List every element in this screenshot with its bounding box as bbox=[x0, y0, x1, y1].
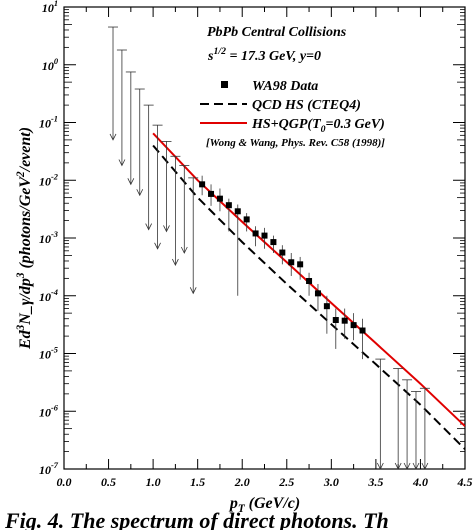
upper-limit-arrow bbox=[145, 223, 153, 231]
data-point bbox=[252, 230, 259, 237]
data-point bbox=[234, 208, 241, 215]
upper-limit-arrow bbox=[136, 189, 144, 197]
upper-limit-arrow bbox=[403, 462, 411, 470]
data-point bbox=[225, 202, 232, 209]
data-point bbox=[199, 181, 206, 188]
upper-limit-arrow bbox=[412, 462, 420, 470]
data-point bbox=[306, 278, 313, 285]
legend: WA98 Data QCD HS (CTEQ4) HS+QGP(T0​=0.3 … bbox=[200, 79, 385, 135]
x-tick-label: 0.5 bbox=[101, 475, 116, 489]
y-tick-label: 10-6​ bbox=[39, 403, 59, 419]
upper-limit-arrow bbox=[180, 246, 188, 254]
figure-caption: Fig. 4. The spectrum of direct photons. … bbox=[4, 508, 389, 530]
data-point bbox=[323, 303, 330, 310]
data-point bbox=[279, 249, 286, 256]
x-tick-label: 2.5 bbox=[278, 475, 294, 489]
upper-limit-arrow bbox=[421, 462, 429, 470]
data-point bbox=[270, 239, 277, 246]
data-point bbox=[243, 216, 250, 223]
series-layer bbox=[108, 26, 465, 470]
upper-limit-arrow bbox=[376, 462, 384, 470]
y-tick-label: 10-3​ bbox=[39, 230, 58, 246]
upper-limit-arrow bbox=[127, 178, 135, 186]
chart-title: PbPb Central Collisions bbox=[207, 25, 347, 40]
legend-label-wa98: WA98 Data bbox=[252, 79, 318, 94]
chart-subtitle: s1/2​ = 17.3 GeV, y=0 bbox=[207, 46, 321, 64]
data-point bbox=[341, 317, 348, 324]
data-point bbox=[314, 290, 321, 297]
y-tick-label: 10-4​ bbox=[39, 288, 58, 304]
legend-label-qcd: QCD HS (CTEQ4) bbox=[252, 98, 361, 113]
data-point bbox=[288, 259, 295, 266]
x-tick-label: 0.0 bbox=[57, 475, 72, 489]
y-tick-label: 10-5​ bbox=[39, 346, 58, 362]
y-axis: 10-7​ 10-6​ 10-5​ 10-4​ 10-3​ 10-2​ 10-1​ 100​ 1… bbox=[39, 0, 465, 477]
data-point bbox=[208, 190, 215, 197]
y-tick-label: 101​ bbox=[42, 0, 58, 15]
data-point bbox=[216, 195, 223, 202]
upper-limit-arrow bbox=[172, 258, 179, 266]
upper-limit-arrow bbox=[154, 242, 161, 250]
upper-limit-arrow bbox=[118, 159, 126, 167]
reference-label: [Wong & Wang, Phys. Rev. C58 (1998)] bbox=[206, 137, 385, 149]
x-tick-label: 2.0 bbox=[234, 475, 250, 489]
x-tick-label: 3.0 bbox=[323, 475, 339, 489]
upper-limit-arrow bbox=[394, 462, 402, 470]
y-axis-title: Ed3​N_γ/dp3​ (photons/GeV2​/event) bbox=[15, 127, 34, 350]
x-tick-label: 1.0 bbox=[146, 475, 161, 489]
x-axis: 0.0 0.5 1.0 1.5 2.0 2.5 3.0 3.5 4.0 4.5 bbox=[57, 7, 473, 489]
x-tick-label: 3.5 bbox=[367, 475, 383, 489]
data-point bbox=[359, 327, 366, 334]
legend-label-hsqgp: HS+QGP(T0​=0.3 GeV) bbox=[251, 117, 385, 135]
y-tick-label: 10-2​ bbox=[39, 172, 58, 188]
upper-limit-arrow bbox=[109, 133, 117, 141]
x-tick-label: 4.5 bbox=[457, 475, 473, 489]
legend-marker-wa98 bbox=[221, 81, 228, 88]
data-point bbox=[261, 232, 268, 239]
upper-limit-arrow bbox=[189, 287, 197, 295]
y-tick-label: 100​ bbox=[42, 57, 59, 73]
x-tick-label: 4.0 bbox=[412, 475, 428, 489]
y-tick-label: 10-1​ bbox=[39, 115, 58, 131]
data-point bbox=[332, 317, 339, 324]
y-tick-label: 10-7​ bbox=[39, 461, 59, 477]
x-tick-label: 1.5 bbox=[190, 475, 205, 489]
data-point bbox=[350, 322, 357, 329]
data-point bbox=[297, 261, 304, 268]
upper-limit-arrow bbox=[163, 225, 170, 233]
svg-text:s1/2​ = 17.3 GeV, y=0: s1/2​ = 17.3 GeV, y=0 bbox=[207, 46, 321, 64]
x-axis-title: pT​ (GeV/c) bbox=[228, 495, 300, 515]
